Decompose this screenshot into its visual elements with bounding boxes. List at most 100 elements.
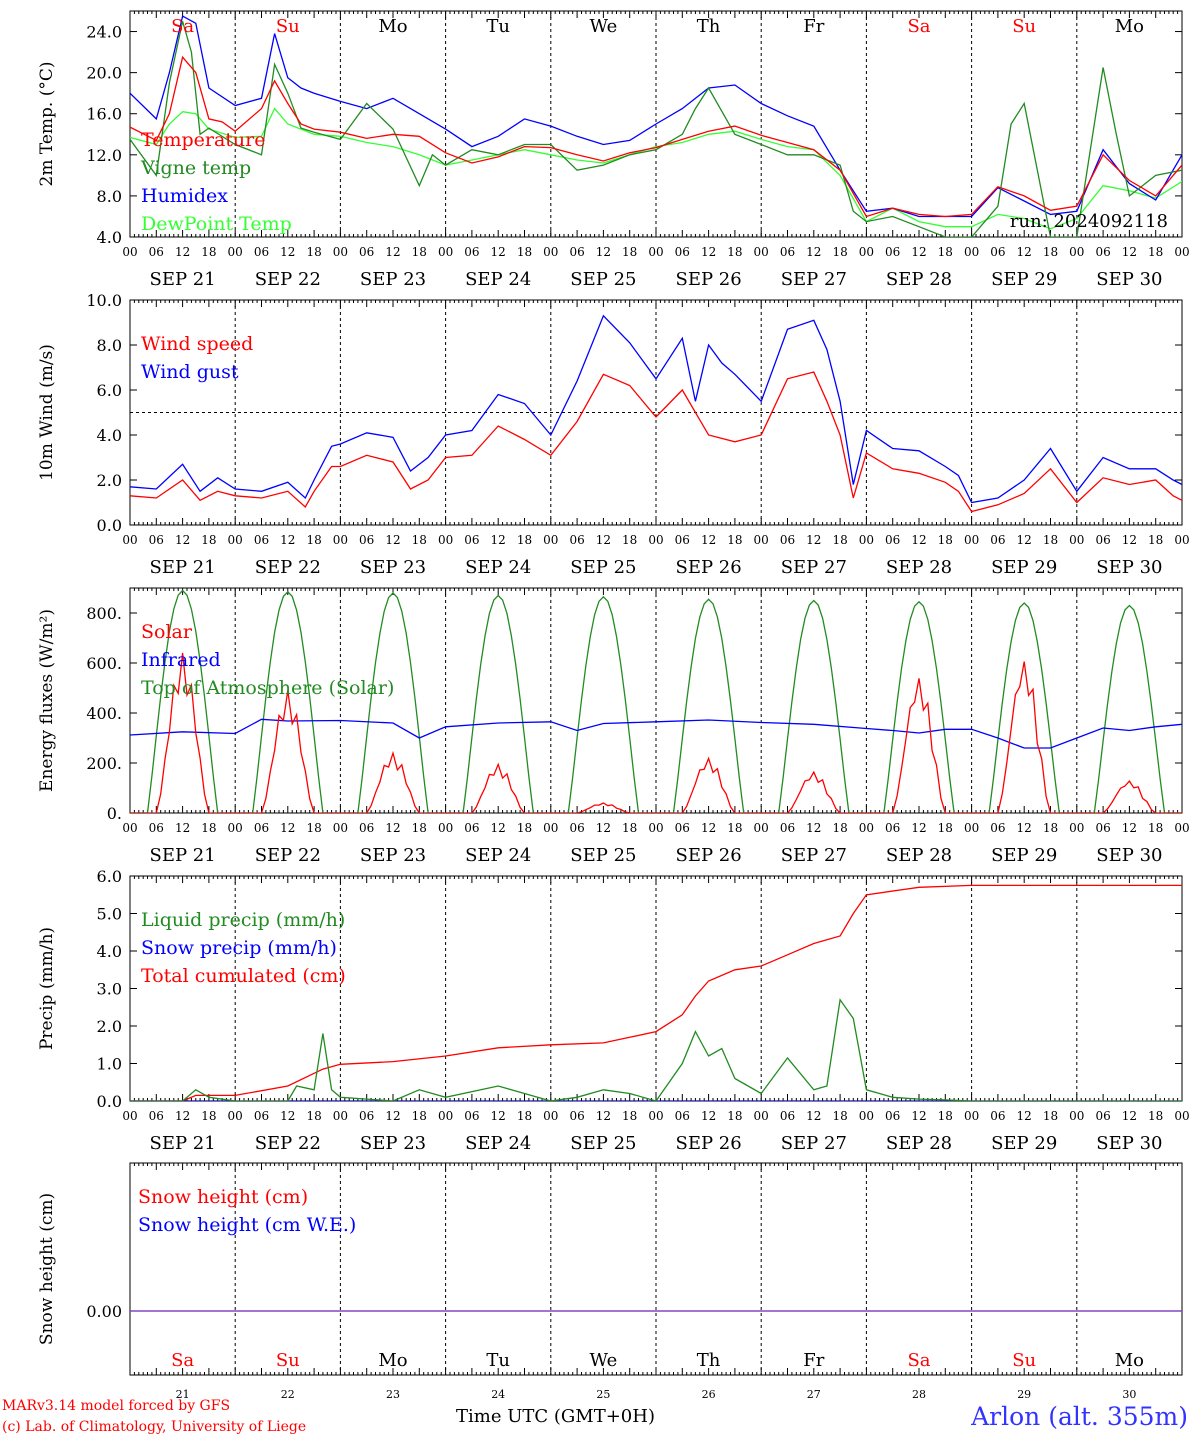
day-abbr-label: Sa — [907, 1350, 930, 1371]
series-group — [130, 15, 1182, 237]
hour-label: 18 — [938, 821, 953, 835]
hour-label: 12 — [701, 1109, 716, 1123]
series-line — [130, 21, 1182, 237]
hour-label: 00 — [1174, 821, 1189, 835]
hour-label: 18 — [412, 821, 427, 835]
hour-label: 00 — [1174, 1109, 1189, 1123]
series-line — [130, 55, 1182, 218]
hour-label: 06 — [990, 1109, 1005, 1123]
hour-label: 18 — [1148, 821, 1163, 835]
lab-credit: (c) Lab. of Climatology, University of L… — [2, 1419, 307, 1435]
day-abbr-label: Fr — [803, 16, 824, 37]
hour-label: 06 — [149, 821, 164, 835]
hour-label: 06 — [254, 245, 269, 259]
run-label: run: 2024092118 — [1010, 211, 1168, 232]
hour-label: 00 — [964, 533, 979, 547]
y-tick-label: 5.0 — [97, 905, 122, 924]
hour-label: 00 — [648, 1109, 663, 1123]
hour-label: 18 — [938, 245, 953, 259]
hour-label: 18 — [517, 245, 532, 259]
y-tick-label: 0. — [107, 804, 122, 823]
hour-label: 18 — [412, 1109, 427, 1123]
x-axis-title: Time UTC (GMT+0H) — [456, 1406, 655, 1427]
hour-label: 00 — [333, 1109, 348, 1123]
hour-label: 00 — [964, 245, 979, 259]
date-label: SEP 21 — [149, 845, 215, 866]
y-axis-title: Snow height (cm) — [37, 1193, 57, 1345]
hour-label: 12 — [385, 821, 400, 835]
panel-5: 0.00 Snow height (cm) Snow height (cm) Snow… — [37, 1162, 1183, 1401]
hour-label: 06 — [569, 245, 584, 259]
hour-label: 00 — [122, 533, 137, 547]
day-abbr-label: Tu — [486, 1350, 510, 1371]
hour-label: 18 — [727, 533, 742, 547]
hour-label: 12 — [1017, 533, 1032, 547]
legend-entry: Wind gust — [141, 361, 239, 383]
day-abbr-label: Sa — [907, 16, 930, 37]
hour-label: 00 — [543, 245, 558, 259]
y-tick-label: 8.0 — [97, 336, 122, 355]
date-label: SEP 29 — [991, 557, 1057, 578]
hour-label: 12 — [280, 245, 295, 259]
y-tick-label: 8.0 — [97, 187, 122, 206]
date-number-label: 28 — [912, 1388, 926, 1401]
hour-label: 00 — [754, 245, 769, 259]
hour-label: 06 — [990, 533, 1005, 547]
hour-label: 00 — [122, 245, 137, 259]
hour-label: 18 — [622, 821, 637, 835]
hour-label: 00 — [1174, 245, 1189, 259]
date-label: SEP 28 — [886, 269, 952, 290]
y-tick-label: 0.0 — [97, 516, 122, 535]
hour-ticks — [129, 588, 1183, 813]
date-label: SEP 28 — [886, 845, 952, 866]
y-tick-label: 0.0 — [97, 1092, 122, 1111]
hour-label: 06 — [464, 1109, 479, 1123]
hour-label: 12 — [491, 533, 506, 547]
date-number-label: 22 — [281, 1388, 295, 1401]
y-axis-title: 2m Temp. (°C) — [37, 61, 57, 186]
hour-label: 12 — [1122, 821, 1137, 835]
hour-label: 00 — [438, 1109, 453, 1123]
legend-entry: Snow precip (mm/h) — [141, 937, 337, 959]
hour-label: 00 — [1069, 533, 1084, 547]
hour-label: 00 — [228, 821, 243, 835]
hour-label: 00 — [122, 1109, 137, 1123]
legend-entry: Solar — [141, 621, 193, 643]
date-number-label: 27 — [807, 1388, 821, 1401]
panel-1: 4.0 8.0 12.0 16.0 20.0 24.0 2m Temp. (°C) Tempe… — [37, 10, 1190, 290]
day-abbr-label: Mo — [1115, 16, 1144, 37]
series-group — [130, 589, 1182, 813]
date-label: SEP 24 — [465, 845, 531, 866]
hour-label: 00 — [964, 821, 979, 835]
hour-label: 06 — [359, 245, 374, 259]
hour-label: 18 — [727, 1109, 742, 1123]
hour-label: 18 — [1148, 533, 1163, 547]
y-tick-label: 6.0 — [97, 867, 122, 886]
hour-ticks — [129, 11, 1183, 237]
hour-label: 06 — [149, 245, 164, 259]
hour-label: 18 — [727, 245, 742, 259]
date-label: SEP 23 — [360, 557, 426, 578]
date-label: SEP 27 — [781, 269, 847, 290]
series-line — [130, 589, 1182, 813]
panel-2: 0.0 2.0 4.0 6.0 8.0 10.0 10m Wind (m/s) Wind sp… — [37, 291, 1190, 578]
hour-label: 18 — [1043, 245, 1058, 259]
hour-label: 06 — [780, 1109, 795, 1123]
date-label: SEP 24 — [465, 269, 531, 290]
hour-label: 06 — [1095, 245, 1110, 259]
hour-label: 06 — [569, 1109, 584, 1123]
hour-label: 12 — [596, 1109, 611, 1123]
date-number-label: 24 — [491, 1388, 505, 1401]
hour-label: 00 — [754, 533, 769, 547]
hour-label: 00 — [859, 533, 874, 547]
legend-entry: Infrared — [141, 649, 221, 671]
series-line — [130, 652, 1182, 813]
hour-label: 18 — [1148, 1109, 1163, 1123]
hour-label: 00 — [648, 821, 663, 835]
hour-label: 12 — [175, 1109, 190, 1123]
hour-label: 12 — [596, 533, 611, 547]
date-label: SEP 23 — [360, 1133, 426, 1154]
hour-label: 00 — [333, 533, 348, 547]
hour-label: 12 — [175, 821, 190, 835]
